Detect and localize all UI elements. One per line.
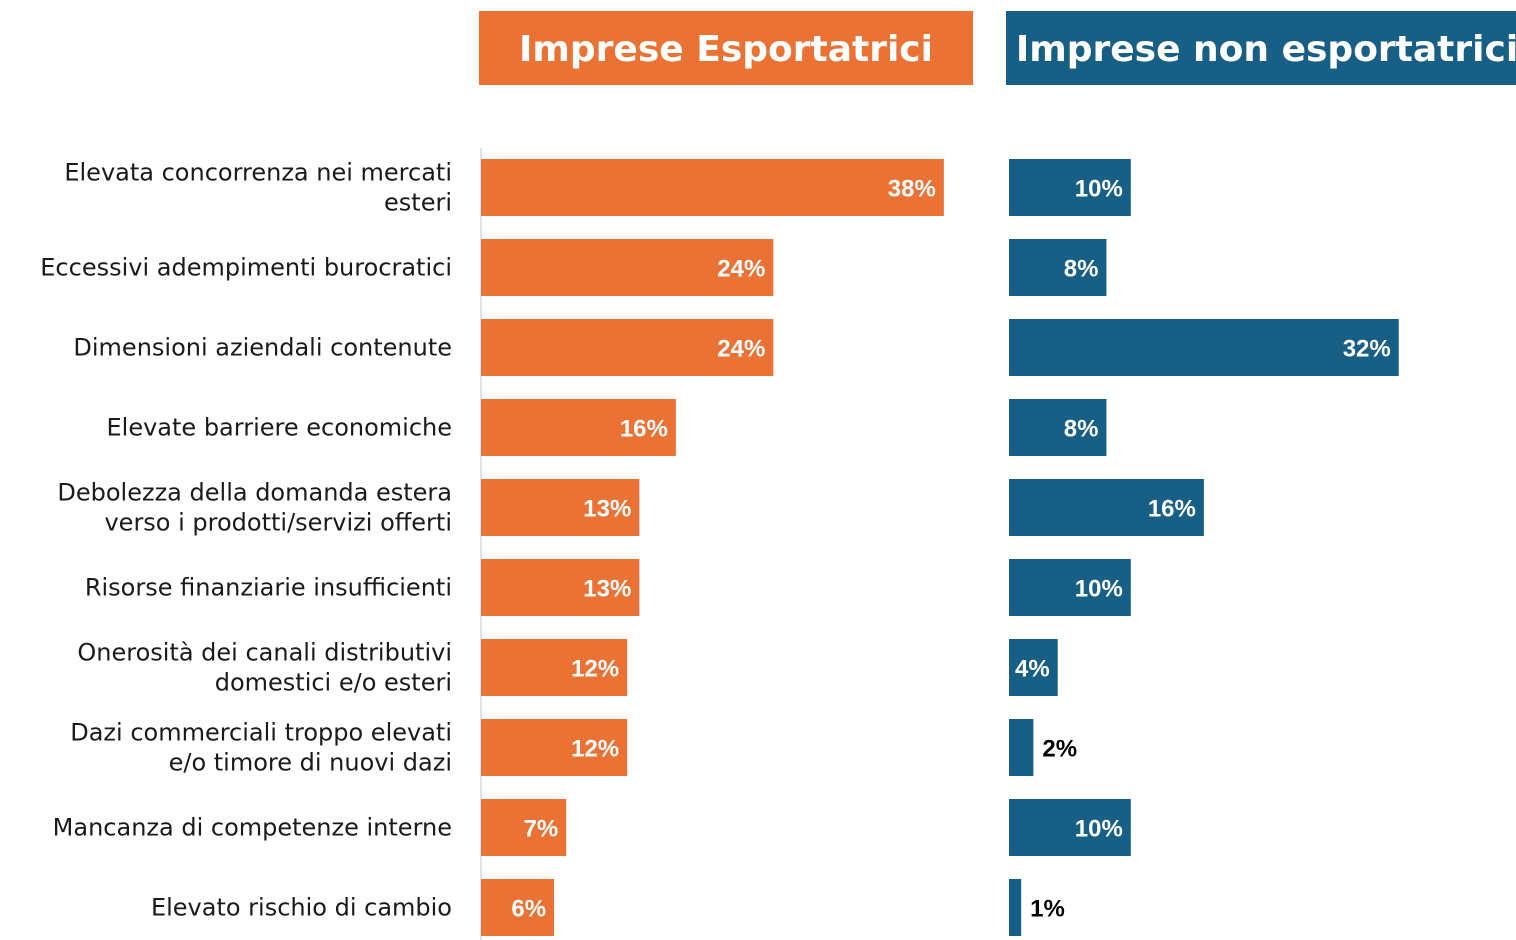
bar-non-exporters bbox=[1009, 559, 1131, 616]
data-label-exporters: 13% bbox=[583, 576, 631, 603]
bar-non-exporters bbox=[1009, 879, 1022, 936]
category-label: esteri bbox=[384, 189, 452, 217]
bars-non-exporters: 10% 8% 32% 8% 16% 10% 4% 2% 10% 1% bbox=[1009, 159, 1399, 936]
category-label: Risorse finanziarie insufficienti bbox=[85, 574, 452, 602]
bar-non-exporters bbox=[1009, 719, 1034, 776]
category-label: Elevate barriere economiche bbox=[107, 414, 453, 442]
category-label: verso i prodotti/servizi offerti bbox=[104, 509, 452, 537]
category-label: Dazi commerciali troppo elevati bbox=[70, 719, 452, 747]
category-label: Elevata concorrenza nei mercati bbox=[64, 159, 452, 187]
bar-non-exporters bbox=[1009, 639, 1058, 696]
bar-exporters bbox=[481, 239, 774, 296]
bar-non-exporters bbox=[1009, 479, 1204, 536]
bar-exporters bbox=[481, 639, 628, 696]
data-label-non-exporters: 10% bbox=[1075, 816, 1123, 843]
category-label: Dimensioni aziendali contenute bbox=[73, 334, 452, 362]
data-label-non-exporters: 32% bbox=[1343, 336, 1391, 363]
bar-exporters bbox=[481, 559, 640, 616]
data-label-exporters: 38% bbox=[888, 176, 936, 203]
data-label-non-exporters: 8% bbox=[1064, 416, 1099, 443]
data-label-non-exporters: 1% bbox=[1030, 896, 1065, 923]
bar-non-exporters bbox=[1009, 399, 1107, 456]
data-label-non-exporters: 4% bbox=[1015, 656, 1050, 683]
category-label: Eccessivi adempimenti burocratici bbox=[40, 254, 452, 282]
bar-exporters bbox=[481, 879, 555, 936]
header-title-non-exporters: Imprese non esportatrici bbox=[1016, 29, 1516, 70]
data-label-exporters: 16% bbox=[620, 416, 668, 443]
data-label-exporters: 24% bbox=[717, 256, 765, 283]
category-label: Onerosità dei canali distributivi bbox=[77, 639, 452, 667]
bar-exporters bbox=[481, 159, 944, 216]
data-label-exporters: 13% bbox=[583, 496, 631, 523]
data-label-non-exporters: 10% bbox=[1075, 176, 1123, 203]
data-label-non-exporters: 10% bbox=[1075, 576, 1123, 603]
category-label: Mancanza di competenze interne bbox=[53, 814, 452, 842]
data-label-non-exporters: 8% bbox=[1064, 256, 1099, 283]
bar-non-exporters bbox=[1009, 159, 1131, 216]
header-title-exporters: Imprese Esportatrici bbox=[519, 29, 933, 70]
panel-headers: Imprese Esportatrici Imprese non esporta… bbox=[479, 11, 1516, 85]
category-label: Elevato rischio di cambio bbox=[151, 894, 452, 922]
data-label-exporters: 12% bbox=[571, 656, 619, 683]
data-label-non-exporters: 2% bbox=[1042, 736, 1077, 763]
category-label: Debolezza della domanda estera bbox=[57, 479, 452, 507]
bar-exporters bbox=[481, 319, 774, 376]
category-label: domestici e/o esteri bbox=[215, 669, 452, 697]
data-label-non-exporters: 16% bbox=[1148, 496, 1196, 523]
bar-exporters bbox=[481, 479, 640, 536]
bar-exporters bbox=[481, 399, 676, 456]
data-label-exporters: 7% bbox=[524, 816, 559, 843]
bar-exporters bbox=[481, 719, 628, 776]
bar-non-exporters bbox=[1009, 239, 1107, 296]
category-label: e/o timore di nuovi dazi bbox=[169, 749, 452, 777]
data-label-exporters: 24% bbox=[717, 336, 765, 363]
data-label-exporters: 6% bbox=[511, 896, 546, 923]
data-label-exporters: 12% bbox=[571, 736, 619, 763]
bar-exporters bbox=[481, 799, 567, 856]
header-box-non-exporters bbox=[1006, 11, 1516, 85]
bar-non-exporters bbox=[1009, 319, 1399, 376]
bar-non-exporters bbox=[1009, 799, 1131, 856]
bars-exporters: 38% 24% 24% 16% 13% 13% 12% 12% 7% 6% bbox=[481, 159, 944, 936]
header-box-exporters bbox=[479, 11, 973, 85]
